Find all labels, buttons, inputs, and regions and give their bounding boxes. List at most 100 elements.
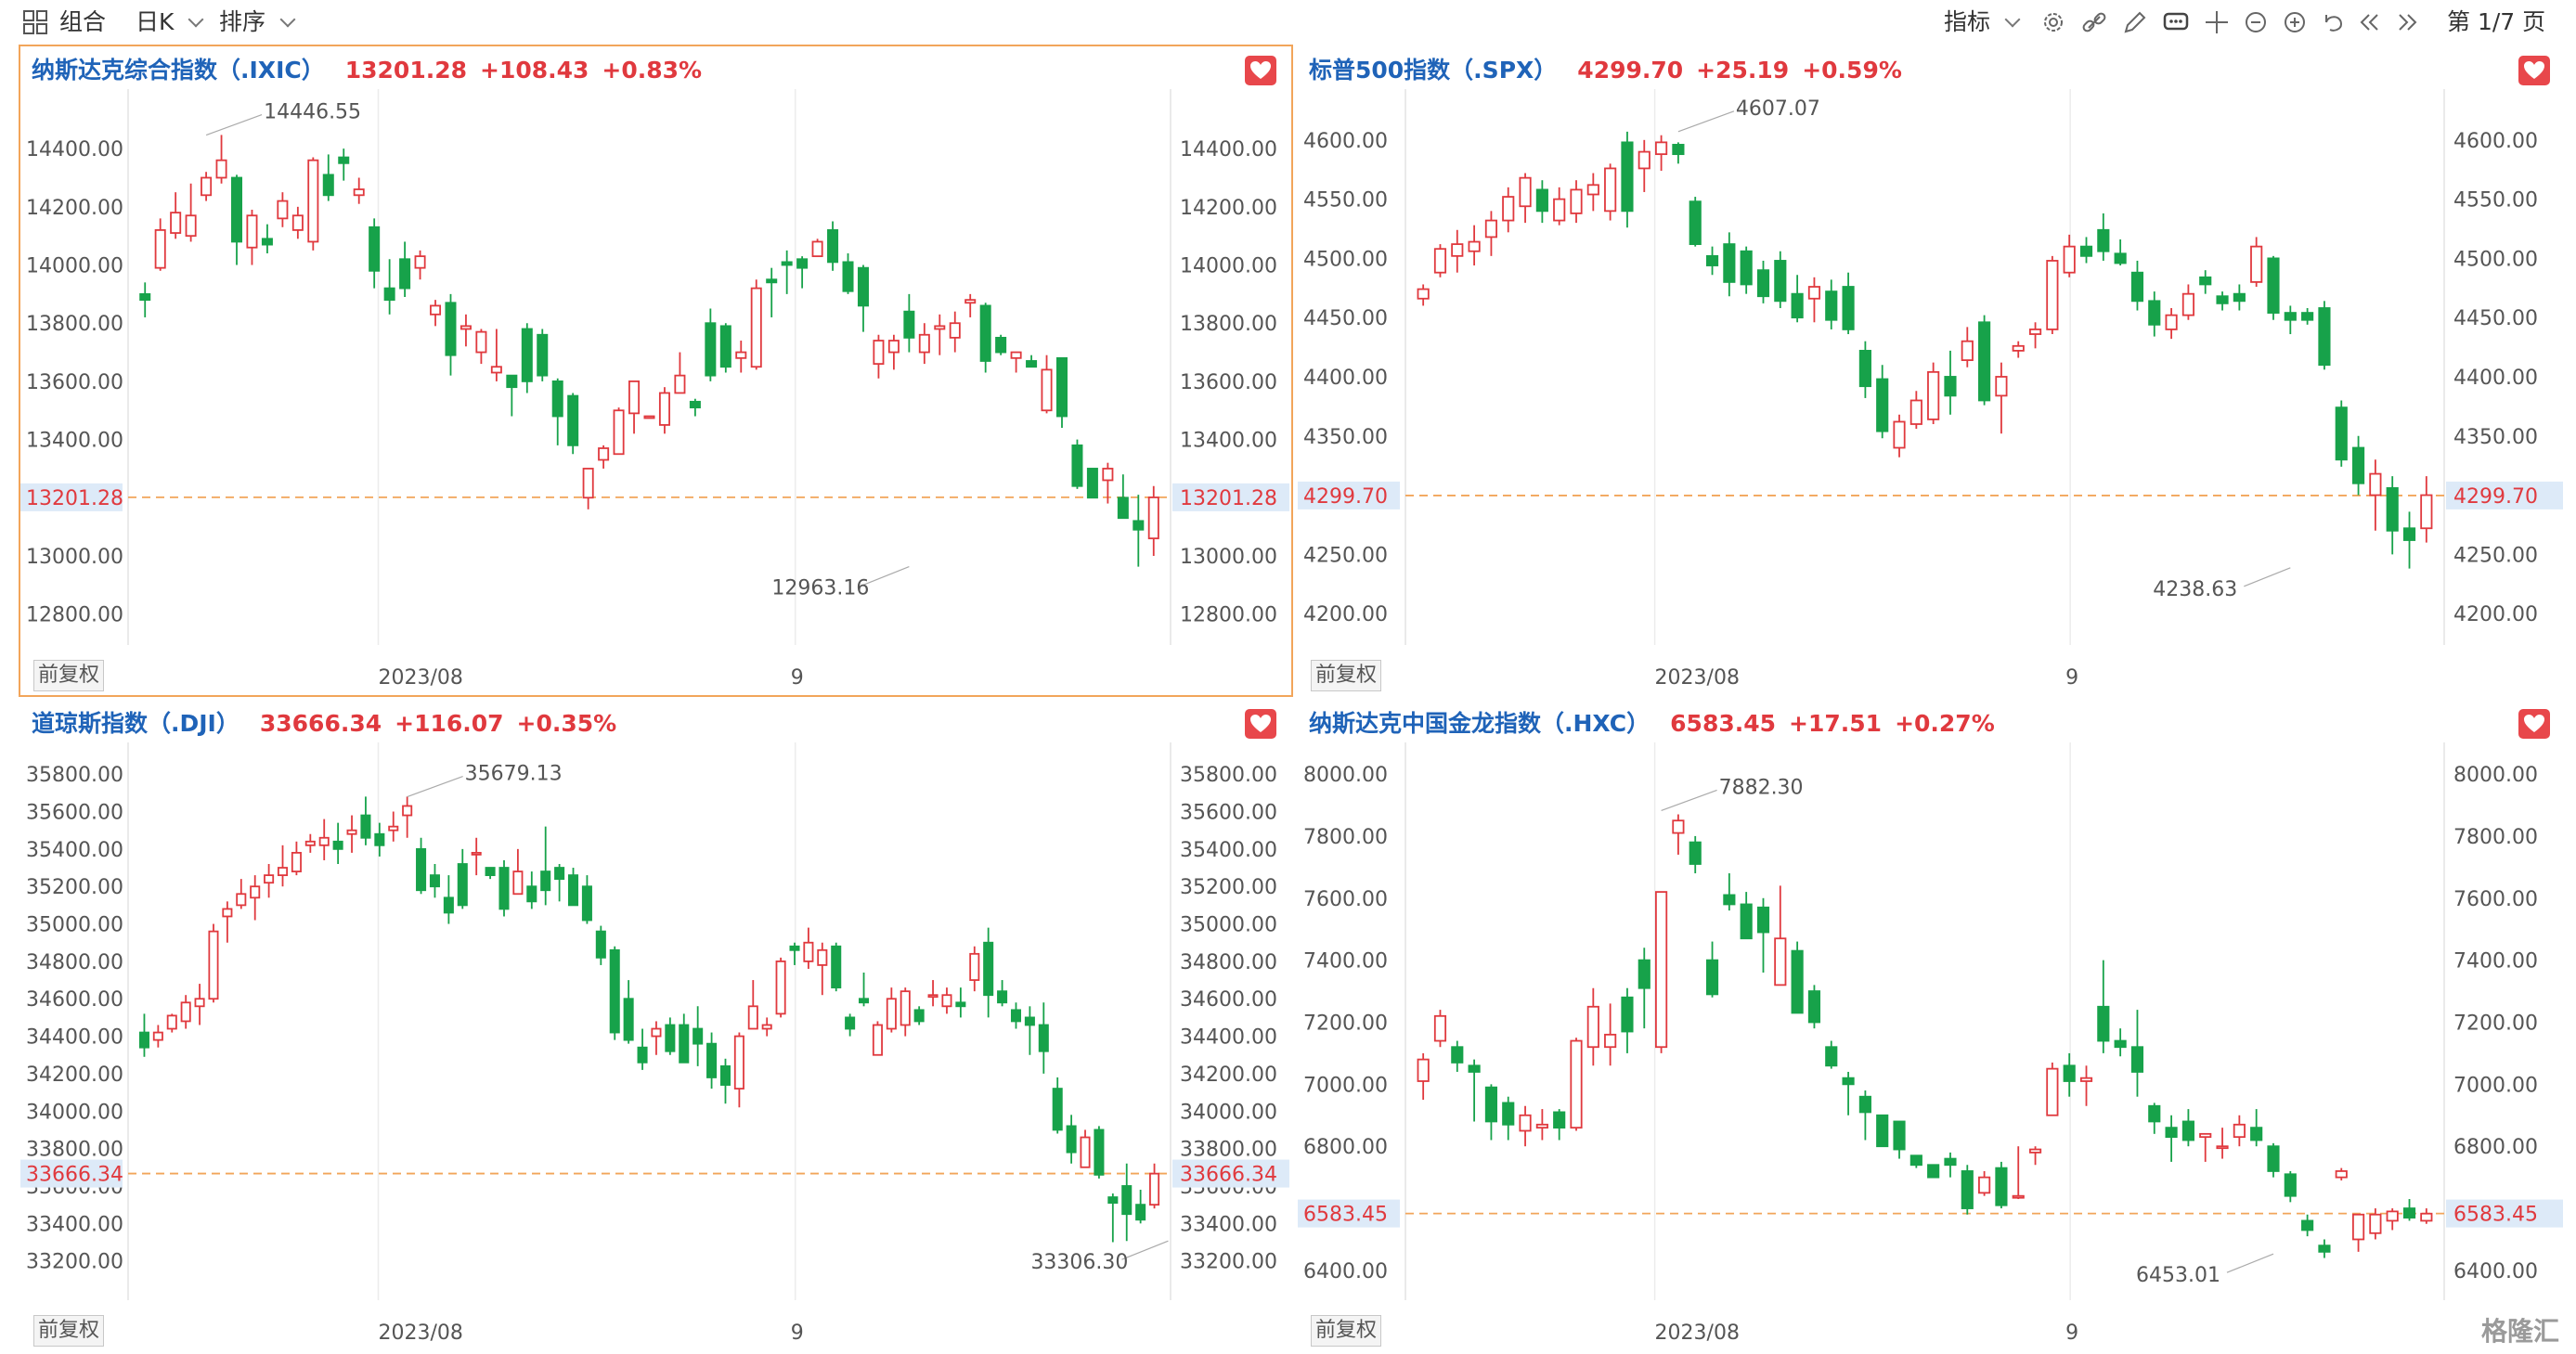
y-tick-label-left: 14200.00 <box>26 197 123 220</box>
last-price-tag-right: 13201.28 <box>1180 487 1277 510</box>
y-tick-label-left: 4450.00 <box>1303 307 1388 330</box>
index-name: 纳斯达克中国金龙指数（.HXC） <box>1309 710 1650 737</box>
adjustment-button[interactable]: 前复权 <box>1311 1315 1382 1347</box>
candle <box>1604 1003 1617 1066</box>
zoom-out-icon[interactable] <box>2241 7 2271 37</box>
candlestick-chart[interactable]: 2023/08 9 12800.00 12800.00 13000.00 13000.00… <box>19 45 1293 697</box>
candle <box>1484 1084 1498 1141</box>
candle <box>194 984 205 1025</box>
candle-body-up <box>1149 1172 1160 1206</box>
candle <box>831 942 842 992</box>
link-icon[interactable] <box>2079 7 2109 37</box>
pencil-icon[interactable] <box>2120 7 2150 37</box>
candle <box>567 868 579 907</box>
period-label: 日K <box>136 8 175 35</box>
candle-body-down <box>719 1064 731 1086</box>
candle <box>2063 234 2076 277</box>
candle <box>2318 301 2331 370</box>
favorite-heart-icon[interactable] <box>2518 56 2550 85</box>
candle-body-down <box>857 266 869 307</box>
candle <box>1655 135 1668 171</box>
candle-body-down <box>506 374 518 389</box>
candle-body-down <box>2318 307 2331 367</box>
candlestick-chart[interactable]: 2023/0896400.006400.006600.006600.006800… <box>1296 698 2567 1352</box>
candle-body-down <box>1705 254 1719 266</box>
panel-header: 标普500指数（.SPX） 4299.70 +25.19 +0.59% <box>1309 54 1902 87</box>
candle-body-up <box>1468 240 1481 252</box>
candle <box>2351 1213 2365 1252</box>
period-dropdown[interactable]: 日K <box>136 6 204 39</box>
candle <box>1858 1090 1871 1141</box>
y-tick-label-left: 35400.00 <box>26 839 123 862</box>
candle <box>231 174 243 265</box>
candle <box>1535 180 1548 224</box>
candle <box>1723 873 1736 911</box>
adjustment-button[interactable]: 前复权 <box>33 1315 105 1347</box>
candle-body-down <box>1740 903 1753 940</box>
chart-panel-spx[interactable]: 标普500指数（.SPX） 4299.70 +25.19 +0.59% 2023/08… <box>1296 45 2567 697</box>
y-tick-label-left: 7600.00 <box>1303 888 1388 911</box>
candle <box>1502 187 1515 233</box>
candle-body-down <box>1638 959 1650 989</box>
adjustment-button[interactable]: 前复权 <box>1311 660 1382 691</box>
candle-body-down <box>1135 1204 1146 1221</box>
candle-body-down <box>1893 1120 1906 1151</box>
candle-body-up <box>1451 243 1464 257</box>
candle-body-up <box>1995 376 2008 397</box>
candle-body-down <box>1842 286 1855 330</box>
chart-panel-ixic[interactable]: 纳斯达克综合指数（.IXIC） 13201.28 +108.43 +0.83% 202… <box>19 45 1293 697</box>
chart-panel-hxc[interactable]: 纳斯达克中国金龙指数（.HXC） 6583.45 +17.51 +0.27% 2023… <box>1296 698 2567 1352</box>
sort-dropdown[interactable]: 排序 <box>219 6 296 39</box>
candle <box>1927 362 1940 424</box>
candle-body-down <box>1535 188 1548 213</box>
settings-icon[interactable] <box>2039 7 2068 37</box>
indicator-dropdown[interactable]: 指标 <box>1944 6 2021 39</box>
crosshair-icon[interactable] <box>2202 7 2232 37</box>
candle <box>246 209 258 265</box>
candle <box>346 815 357 853</box>
candlestick-chart[interactable]: 2023/0894200.004200.004250.004250.004300… <box>1296 45 2567 697</box>
double-left-arrow-icon[interactable] <box>2354 7 2384 37</box>
candle-body-down <box>322 174 334 197</box>
index-change-pct: +0.59% <box>1802 57 1902 84</box>
candle <box>1689 197 1702 247</box>
low-marker-label: 33306.30 <box>1030 1251 1128 1274</box>
candle <box>2420 476 2433 543</box>
candlestick-chart[interactable]: 2023/08 9 33200.00 33200.00 33400.00 33400.00… <box>19 698 1293 1352</box>
candle <box>628 380 641 434</box>
x-tick-label: 9 <box>791 1322 804 1345</box>
undo-icon[interactable] <box>2319 7 2349 37</box>
low-marker-label: 4238.63 <box>2153 578 2237 601</box>
candle <box>457 848 468 909</box>
candle <box>706 1032 718 1090</box>
grid-layout-icon[interactable] <box>20 7 50 37</box>
candle <box>460 314 472 347</box>
candle-body-down <box>903 310 915 339</box>
candle-body-down <box>1825 290 1838 321</box>
chart-panel-dji[interactable]: 道琼斯指数（.DJI） 33666.34 +116.07 +0.35% 2023/08… <box>19 698 1293 1352</box>
candle <box>1094 1126 1105 1179</box>
candle <box>2079 237 2093 264</box>
candle <box>1468 1059 1481 1122</box>
y-tick-label-right: 35800.00 <box>1180 764 1277 787</box>
candle-body-up <box>152 1031 163 1041</box>
combo-button[interactable]: 组合 <box>59 8 107 35</box>
adjustment-button[interactable]: 前复权 <box>33 660 105 691</box>
candle-body-up <box>1519 176 1532 208</box>
favorite-heart-icon[interactable] <box>1245 709 1276 739</box>
candle-body-up <box>750 287 762 368</box>
candle <box>2335 1167 2348 1180</box>
candle <box>222 901 233 943</box>
zoom-in-icon[interactable] <box>2280 7 2310 37</box>
candle <box>1586 173 1599 212</box>
candle <box>1689 835 1702 874</box>
favorite-heart-icon[interactable] <box>2518 709 2550 739</box>
candle-body-down <box>1858 1095 1871 1114</box>
favorite-heart-icon[interactable] <box>1245 56 1276 85</box>
comment-icon[interactable] <box>2161 7 2191 37</box>
y-tick-label-left: 4200.00 <box>1303 603 1388 626</box>
candle <box>1502 1096 1515 1141</box>
double-right-arrow-icon[interactable] <box>2393 7 2423 37</box>
candle-body-down <box>1502 1102 1515 1126</box>
candle <box>857 264 869 332</box>
